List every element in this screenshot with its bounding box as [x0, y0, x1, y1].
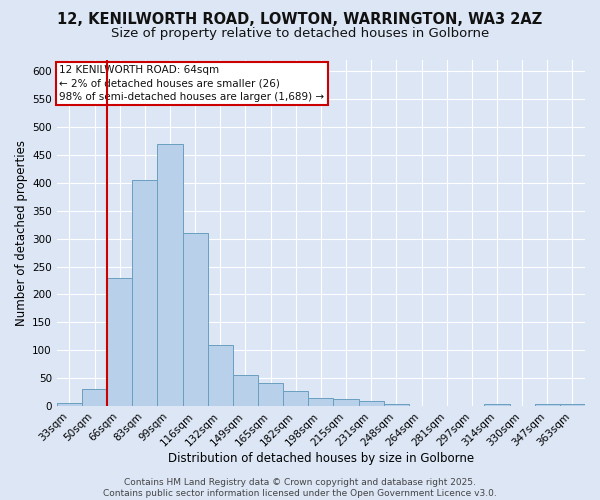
Bar	[484, 404, 509, 406]
Bar	[308, 398, 334, 406]
Bar	[334, 399, 359, 406]
Text: 12 KENILWORTH ROAD: 64sqm
← 2% of detached houses are smaller (26)
98% of semi-d: 12 KENILWORTH ROAD: 64sqm ← 2% of detach…	[59, 65, 325, 102]
Bar	[132, 180, 157, 406]
Bar	[258, 382, 283, 406]
Bar	[283, 391, 308, 406]
Y-axis label: Number of detached properties: Number of detached properties	[15, 140, 28, 326]
Bar	[560, 404, 585, 406]
Bar	[182, 233, 208, 406]
Bar	[208, 344, 233, 406]
Bar	[233, 376, 258, 406]
X-axis label: Distribution of detached houses by size in Golborne: Distribution of detached houses by size …	[168, 452, 474, 465]
Bar	[535, 404, 560, 406]
Bar	[384, 404, 409, 406]
Bar	[82, 390, 107, 406]
Text: Contains HM Land Registry data © Crown copyright and database right 2025.
Contai: Contains HM Land Registry data © Crown c…	[103, 478, 497, 498]
Bar	[157, 144, 182, 406]
Text: Size of property relative to detached houses in Golborne: Size of property relative to detached ho…	[111, 28, 489, 40]
Bar	[57, 404, 82, 406]
Text: 12, KENILWORTH ROAD, LOWTON, WARRINGTON, WA3 2AZ: 12, KENILWORTH ROAD, LOWTON, WARRINGTON,…	[58, 12, 542, 28]
Bar	[359, 400, 384, 406]
Bar	[107, 278, 132, 406]
